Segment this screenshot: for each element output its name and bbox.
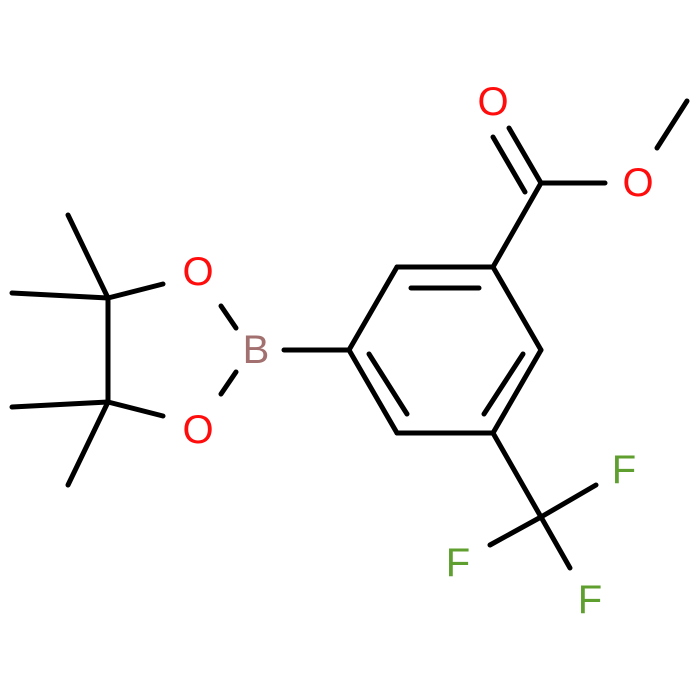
bond	[506, 125, 544, 186]
bond	[490, 264, 544, 353]
atom-label: O	[622, 161, 653, 205]
bond	[9, 290, 111, 301]
bond	[65, 399, 111, 488]
bond	[490, 134, 528, 195]
atom-label: B	[243, 328, 270, 372]
bond	[218, 369, 239, 397]
bond-inner	[366, 351, 410, 417]
atom-labels: O O B O O F F F	[182, 80, 653, 622]
bond-inner	[481, 351, 526, 417]
atom-label: F	[612, 448, 636, 492]
bond	[105, 281, 166, 301]
bond	[538, 514, 573, 571]
bond	[654, 98, 690, 151]
bond	[538, 482, 599, 520]
bond	[218, 303, 239, 331]
atom-label: O	[182, 408, 213, 452]
atom-label: F	[578, 578, 602, 622]
atom-label: F	[446, 541, 470, 585]
bond	[65, 212, 111, 301]
atom-label: O	[477, 80, 508, 124]
bond	[346, 347, 400, 436]
bond	[490, 430, 544, 520]
bond	[9, 399, 111, 410]
atom-label: O	[182, 250, 213, 294]
bond	[346, 264, 400, 353]
bond	[490, 180, 544, 270]
bond	[490, 347, 544, 436]
bond	[487, 514, 544, 548]
bonds	[9, 98, 690, 571]
bond	[105, 399, 166, 419]
